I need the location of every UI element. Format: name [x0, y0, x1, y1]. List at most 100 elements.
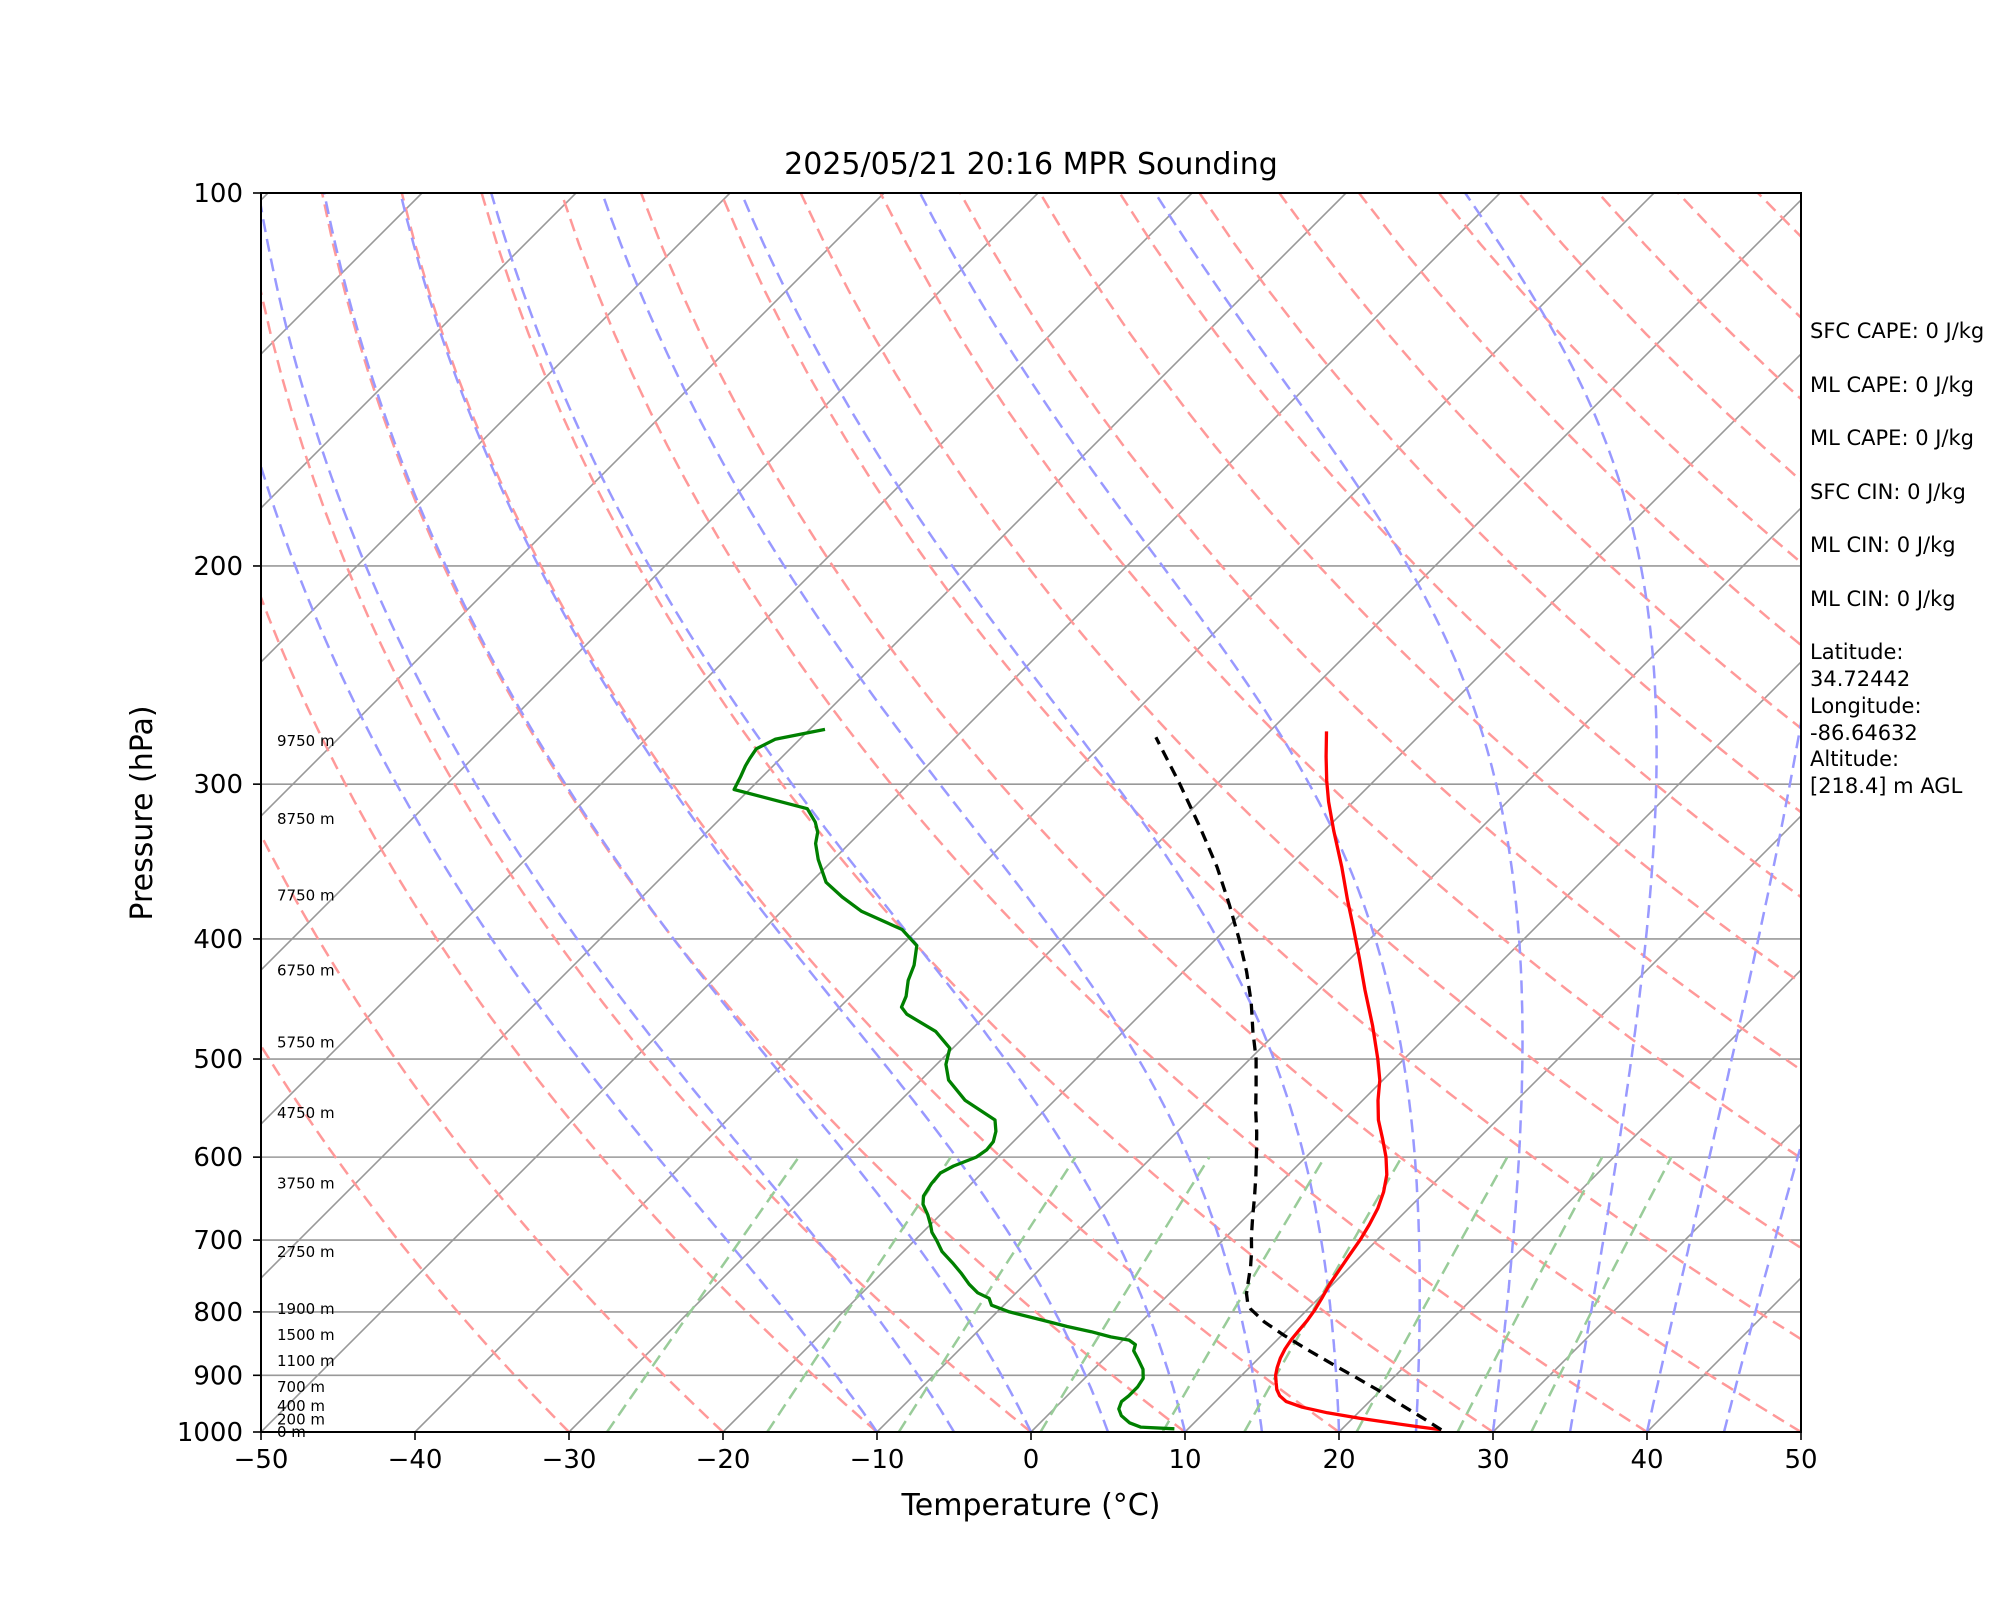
mixing-ratio-line — [1161, 1156, 1326, 1432]
y-tick-label: 600 — [193, 1143, 243, 1173]
x-axis-label: Temperature (°C) — [901, 1488, 1161, 1523]
moist-adiabat-line — [490, 193, 1187, 1432]
height-label: 2750 m — [277, 1243, 335, 1261]
height-label: 1900 m — [277, 1300, 335, 1318]
dry-adiabat-line — [719, 193, 1801, 1341]
dry-adiabat-line — [261, 832, 724, 1432]
isotherm-line — [261, 193, 1039, 972]
mixing-ratio-line — [766, 1156, 952, 1432]
height-label: 1100 m — [277, 1352, 335, 1370]
dry-adiabat-line — [879, 193, 1801, 1160]
isotherm-line — [0, 193, 114, 1432]
param-longitude: Longitude: -86.64632 — [1810, 693, 1922, 745]
x-tick-label: 10 — [1168, 1445, 1201, 1475]
y-tick-label: 100 — [193, 179, 243, 209]
moist-adiabat-line — [322, 193, 1033, 1432]
isotherm-line — [414, 193, 1655, 1432]
param-latitude: Latitude: 34.72442 — [1810, 640, 1911, 691]
isotherm-line — [1030, 660, 1801, 1432]
dry-adiabat-line — [799, 193, 1801, 1250]
y-tick-label: 500 — [193, 1045, 243, 1075]
y-tick-label: 200 — [193, 552, 243, 582]
height-label: 3750 m — [277, 1174, 335, 1192]
dry-adiabat-line — [1038, 193, 1801, 985]
isotherm-line — [261, 193, 577, 510]
moist-adiabat-line — [740, 193, 1341, 1432]
height-label: 6750 m — [277, 961, 335, 979]
param-sfc-cape: SFC CAPE: 0 J/kg — [1810, 319, 1985, 343]
mixing-ratio-line — [897, 1156, 1077, 1432]
param-ml-cin-2: ML CIN: 0 J/kg — [1810, 586, 1956, 611]
x-tick-label: 30 — [1476, 1445, 1509, 1475]
dry-adiabat-line — [480, 193, 1494, 1432]
y-tick-label: 700 — [193, 1226, 243, 1256]
height-label: 400 m — [277, 1397, 325, 1415]
dry-adiabat-line — [400, 193, 1340, 1432]
x-tick-label: 0 — [1023, 1445, 1040, 1475]
height-label: 1500 m — [277, 1326, 335, 1344]
isotherm-line — [261, 193, 731, 664]
dry-adiabat-line — [261, 594, 878, 1432]
height-label: 4750 m — [277, 1104, 335, 1122]
moist-adiabat-line — [1722, 1140, 1801, 1432]
moist-adiabat-line — [1645, 715, 1801, 1432]
dry-adiabat-line — [639, 193, 1801, 1432]
height-label: 7750 m — [277, 887, 335, 905]
y-tick-label: 300 — [193, 770, 243, 800]
moist-adiabat-line — [261, 199, 956, 1432]
dry-adiabat-line — [1118, 193, 1801, 899]
dry-adiabat-line — [959, 193, 1801, 1072]
isotherm-line — [876, 506, 1801, 1432]
x-tick-label: −40 — [388, 1445, 443, 1475]
x-tick-label: −30 — [542, 1445, 597, 1475]
isotherm-line — [1184, 814, 1801, 1432]
height-label: 200 m — [277, 1410, 325, 1428]
height-label: 9750 m — [277, 732, 335, 750]
y-tick-label: 1000 — [177, 1418, 243, 1448]
isotherm-line — [568, 198, 1801, 1432]
x-tick-label: 20 — [1322, 1445, 1355, 1475]
height-label: 700 m — [277, 1378, 325, 1396]
moist-adiabat-line — [601, 193, 1264, 1432]
mixing-ratio-line — [1039, 1156, 1211, 1432]
isotherm-line — [261, 193, 1193, 1126]
dry-adiabat-line — [320, 193, 1186, 1432]
height-label: 5750 m — [277, 1034, 335, 1052]
dry-adiabat-line — [261, 1043, 570, 1432]
height-label: 0 m — [277, 1423, 306, 1441]
dry-adiabat-line — [1278, 193, 1801, 730]
isotherm-line — [722, 352, 1801, 1432]
x-tick-label: −10 — [850, 1445, 905, 1475]
isotherm-line — [1338, 968, 1801, 1432]
param-sfc-cin: SFC CIN: 0 J/kg — [1810, 479, 1966, 504]
x-tick-label: −20 — [696, 1445, 751, 1475]
parcel-profile-line — [1154, 736, 1443, 1432]
moist-adiabat-line — [261, 462, 879, 1432]
mixing-ratio-line — [1456, 1156, 1604, 1432]
moist-adiabat-line — [1154, 193, 1524, 1432]
x-tick-label: −50 — [234, 1445, 289, 1475]
x-tick-label: 50 — [1784, 1445, 1817, 1475]
mixing-ratio-line — [1355, 1156, 1509, 1432]
dewpoint-profile-line — [732, 727, 1175, 1431]
isotherm-line — [261, 193, 1347, 1280]
x-tick-label: 40 — [1630, 1445, 1663, 1475]
moist-adiabat-line — [399, 193, 1110, 1432]
isotherm-line — [1492, 1122, 1801, 1432]
mixing-ratio-line — [1243, 1156, 1403, 1432]
isotherm-line — [261, 193, 885, 818]
temperature-profile-line — [1273, 731, 1442, 1432]
dry-adiabat-line — [1198, 193, 1801, 814]
height-label: 8750 m — [277, 810, 335, 828]
dry-adiabat-line — [261, 286, 1032, 1432]
param-altitude: Altitude: [218.4] m AGL — [1810, 747, 1963, 798]
y-tick-label: 400 — [193, 925, 243, 955]
param-ml-cape-1: ML CAPE: 0 J/kg — [1810, 372, 1975, 397]
chart-title: 2025/05/21 20:16 MPR Sounding — [784, 147, 1278, 182]
moist-adiabat-line — [918, 193, 1421, 1432]
plot-frame — [260, 192, 1802, 1433]
mixing-ratio-line — [1530, 1156, 1673, 1432]
y-axis-label: Pressure (hPa) — [125, 705, 160, 920]
y-tick-label: 800 — [193, 1298, 243, 1328]
